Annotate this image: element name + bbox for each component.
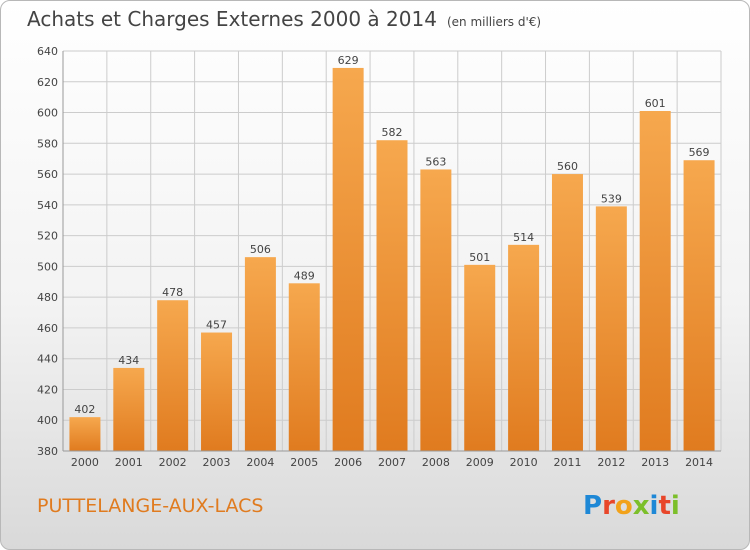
bar-2004 <box>244 257 276 451</box>
y-tick-label: 380 <box>37 445 58 458</box>
x-tick-label: 2007 <box>378 456 406 469</box>
logo-letter: x <box>632 491 650 521</box>
x-tick-label: 2004 <box>246 456 274 469</box>
logo-letter: t <box>658 491 671 521</box>
bar-2001 <box>113 367 145 451</box>
x-tick-label: 2002 <box>159 456 187 469</box>
data-label: 582 <box>382 126 403 139</box>
proxiti-logo: Proxiti <box>583 491 680 521</box>
bar-2002 <box>157 300 189 451</box>
bars: 402 434 478 457 506 489 629 582 563 501 514 560 539 6… <box>69 54 715 452</box>
data-label: 601 <box>645 97 666 110</box>
y-tick-label: 440 <box>37 353 58 366</box>
logo-letter: i <box>649 491 659 521</box>
logo-letter: r <box>602 491 615 521</box>
logo-letter: P <box>583 491 603 521</box>
y-tick-label: 400 <box>37 414 58 427</box>
chart-title-text: Achats et Charges Externes 2000 à 2014 <box>27 7 437 31</box>
y-tick-label: 480 <box>37 291 58 304</box>
data-label: 539 <box>601 192 622 205</box>
data-label: 457 <box>206 319 227 332</box>
chart-title: Achats et Charges Externes 2000 à 2014 (e… <box>27 7 541 31</box>
logo-letter: i <box>670 491 680 521</box>
x-tick-label: 2006 <box>334 456 362 469</box>
data-label: 501 <box>469 251 490 264</box>
data-label: 434 <box>118 354 139 367</box>
y-tick-label: 520 <box>37 230 58 243</box>
bar-2010 <box>508 244 540 451</box>
x-tick-label: 2013 <box>641 456 669 469</box>
bar-2011 <box>551 174 583 452</box>
data-label: 489 <box>294 269 315 282</box>
x-tick-label: 2009 <box>466 456 494 469</box>
x-tick-label: 2011 <box>553 456 581 469</box>
bar-2009 <box>464 264 496 451</box>
y-tick-label: 500 <box>37 260 58 273</box>
chart-unit: (en milliers d'€) <box>446 15 542 29</box>
x-tick-label: 2014 <box>685 456 713 469</box>
bar-2014 <box>683 160 715 451</box>
data-label: 560 <box>557 160 578 173</box>
x-tick-label: 2000 <box>71 456 99 469</box>
x-tick-label: 2012 <box>597 456 625 469</box>
x-tick-label: 2005 <box>290 456 318 469</box>
logo-letter: o <box>614 491 633 521</box>
bar-2003 <box>201 332 233 451</box>
bar-2000 <box>69 417 101 451</box>
y-tick-label: 600 <box>37 107 58 120</box>
y-tick-label: 420 <box>37 383 58 396</box>
y-tick-label: 540 <box>37 199 58 212</box>
y-tick-label: 620 <box>37 76 58 89</box>
data-label: 514 <box>513 231 534 244</box>
x-tick-label: 2008 <box>422 456 450 469</box>
data-label: 506 <box>250 243 271 256</box>
data-label: 478 <box>162 286 183 299</box>
bar-2005 <box>288 283 320 451</box>
bar-2012 <box>595 206 627 451</box>
data-label: 629 <box>338 54 359 67</box>
x-tick-label: 2001 <box>115 456 143 469</box>
y-tick-label: 580 <box>37 137 58 150</box>
x-tick-label: 2010 <box>510 456 538 469</box>
y-tick-label: 460 <box>37 322 58 335</box>
bar-2006 <box>332 67 364 451</box>
bar-2013 <box>639 111 671 451</box>
commune-name: PUTTELANGE-AUX-LACS <box>37 495 264 517</box>
x-tick-label: 2003 <box>203 456 231 469</box>
y-tick-label: 560 <box>37 168 58 181</box>
data-label: 563 <box>425 155 446 168</box>
data-label: 402 <box>74 403 95 416</box>
bar-2008 <box>420 169 452 451</box>
data-label: 569 <box>689 146 710 159</box>
axes: 380 400 420 440 460 480 500 520 540 560 580 600 620 6… <box>37 45 721 469</box>
y-tick-label: 640 <box>37 45 58 58</box>
bar-2007 <box>376 140 408 451</box>
